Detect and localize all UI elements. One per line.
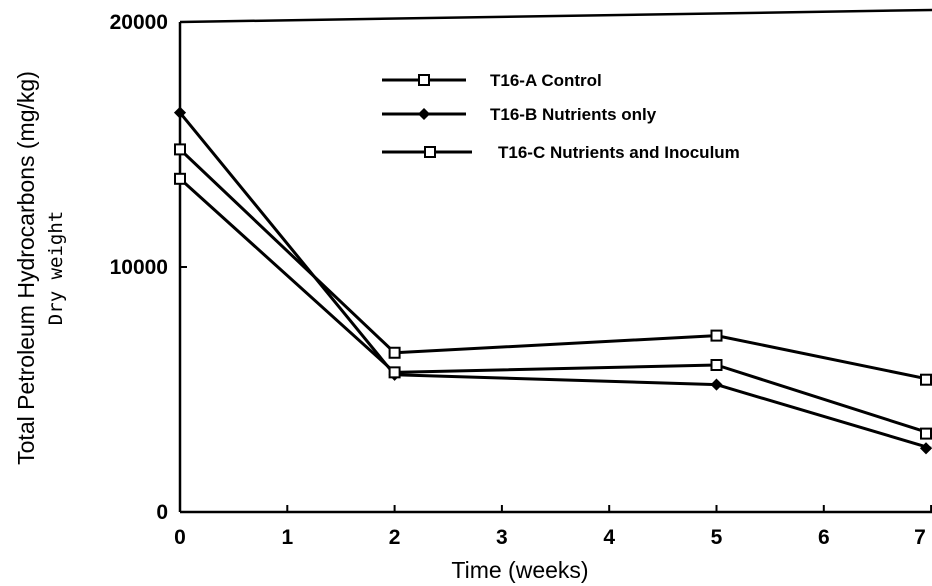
x-tick-label: 5 (711, 526, 723, 549)
series-line (178, 111, 932, 450)
data-point (710, 329, 723, 342)
y-tick-label: 20000 (110, 11, 168, 34)
data-point (388, 366, 401, 379)
data-point (173, 106, 187, 119)
x-tick-label: 7 (914, 526, 926, 549)
y-tick-label: 10000 (110, 256, 168, 279)
legend-marker (417, 107, 431, 121)
legend-label: T16-B Nutrients only (490, 105, 657, 124)
series-group (173, 106, 932, 455)
data-point (710, 378, 723, 391)
ticks: 0 1 2 3 4 5 6 7 0 10000 20000 (110, 11, 932, 549)
x-tick-label: 1 (281, 526, 293, 549)
series-0 (174, 143, 932, 386)
y-axis-title: Total Petroleum Hydrocarbons (mg/kg) (13, 71, 39, 465)
x-tick-label: 6 (818, 526, 830, 549)
x-tick-label: 3 (496, 526, 508, 549)
top-frame (179, 8, 932, 24)
legend-item: T16-B Nutrients only (382, 105, 657, 124)
legend: T16-A Control T16-B Nutrients only T16-C N… (382, 71, 740, 162)
series-2 (174, 172, 932, 440)
legend-label: T16-A Control (490, 71, 602, 90)
legend-marker (424, 146, 436, 158)
x-tick-label: 4 (603, 526, 615, 549)
legend-item: T16-A Control (382, 71, 602, 90)
data-point (710, 359, 723, 371)
data-point (174, 172, 186, 185)
data-point (920, 427, 932, 440)
x-tick-label: 2 (389, 526, 401, 549)
legend-marker (418, 74, 430, 86)
series-line (178, 148, 932, 382)
y-tick-label: 0 (156, 501, 168, 524)
legend-label: T16-C Nutrients and Inoculum (498, 143, 740, 162)
data-point (174, 143, 186, 156)
data-point (920, 373, 932, 386)
y-axis-subtitle: Dry weight (45, 211, 67, 325)
series-line (178, 177, 932, 436)
legend-item: T16-C Nutrients and Inoculum (382, 143, 740, 162)
data-point (919, 442, 932, 455)
x-tick-label: 0 (174, 526, 186, 549)
data-point (388, 346, 401, 359)
x-axis-title: Time (weeks) (451, 557, 588, 583)
